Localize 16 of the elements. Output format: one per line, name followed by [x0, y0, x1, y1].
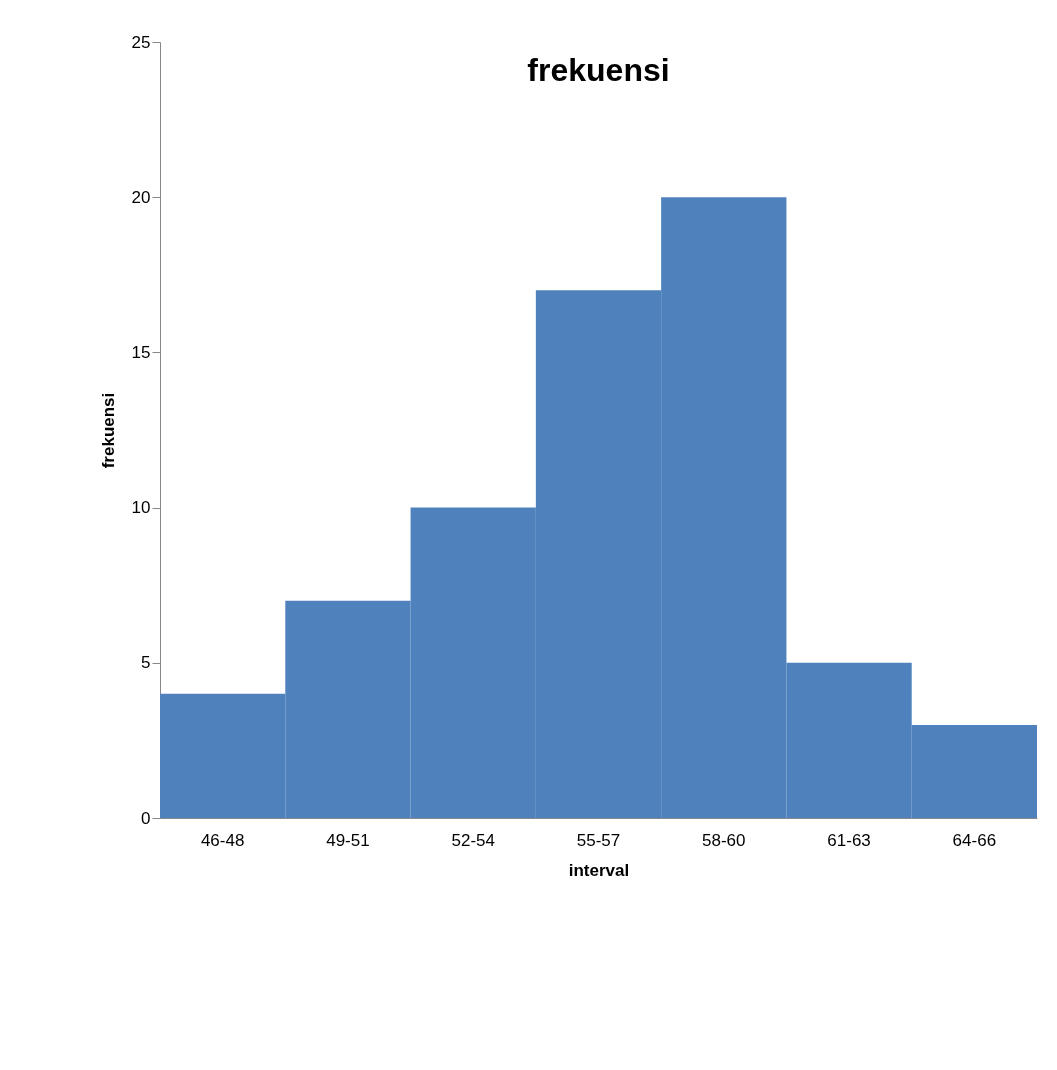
y-tick-label: 25	[131, 32, 151, 52]
y-tick-label: 20	[131, 187, 151, 207]
x-axis-title: interval	[568, 860, 630, 880]
y-axis-title: frekuensi	[98, 392, 118, 469]
x-tick-label: 49-51	[326, 830, 370, 850]
x-tick-label: 52-54	[451, 830, 495, 850]
y-tick-label: 10	[131, 498, 151, 518]
y-tick-label: 5	[141, 653, 151, 673]
x-tick-label: 61-63	[827, 830, 871, 850]
x-tick-label: 46-48	[200, 830, 245, 850]
y-tick-label: 0	[141, 808, 151, 828]
y-tick-label: 15	[131, 342, 151, 362]
x-tick-label: 55-57	[576, 830, 621, 850]
x-tick-label: 58-60	[702, 830, 746, 850]
x-tick-label: 64-66	[952, 830, 997, 850]
chart-title: frekuensi	[527, 52, 670, 88]
